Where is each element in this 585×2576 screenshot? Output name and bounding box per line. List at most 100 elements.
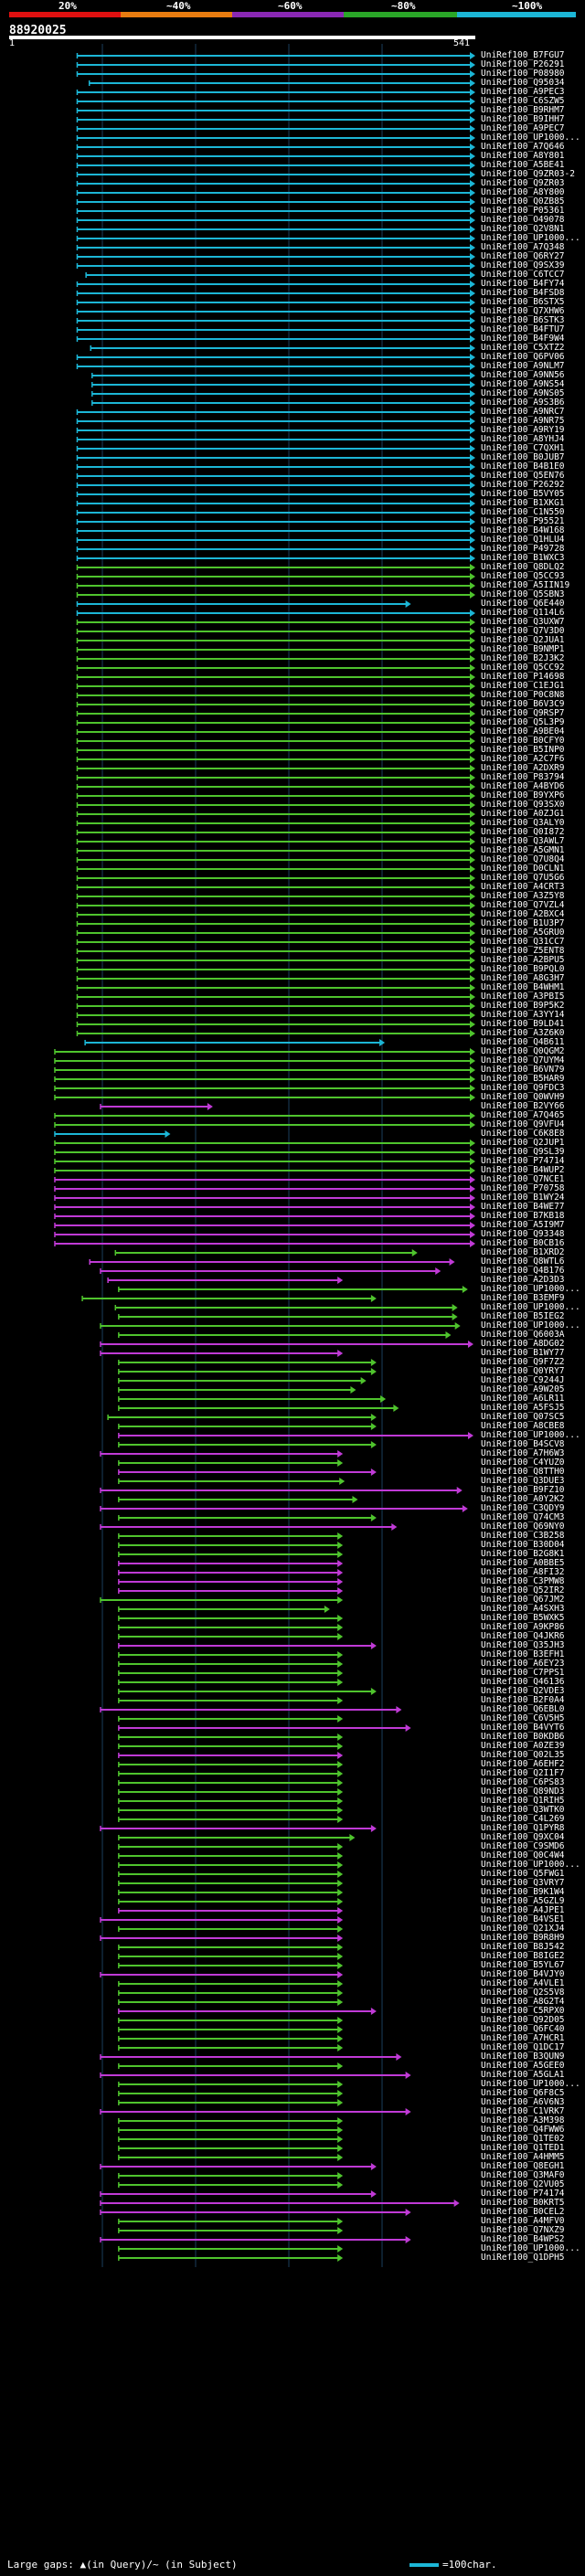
hit-row[interactable]: [118, 1286, 468, 1293]
hit-label[interactable]: UniRef100_Q07SC5: [481, 1412, 565, 1422]
hit-row[interactable]: [76, 938, 475, 946]
hit-row[interactable]: [118, 1925, 344, 1933]
hit-label[interactable]: UniRef100_A5IIN19: [481, 580, 570, 590]
hit-row[interactable]: [118, 2154, 344, 2161]
hit-label[interactable]: UniRef100_A9PEC7: [481, 123, 565, 133]
hit-row[interactable]: [89, 1258, 455, 1266]
hit-row[interactable]: [54, 1213, 475, 1220]
hit-label[interactable]: UniRef100_Q1HLU4: [481, 535, 565, 545]
hit-label[interactable]: UniRef100_Q52IR2: [481, 1585, 565, 1595]
hit-label[interactable]: UniRef100_Q7U5G6: [481, 873, 565, 883]
hit-label[interactable]: UniRef100_P95521: [481, 516, 565, 526]
hit-row[interactable]: [76, 52, 475, 59]
hit-row[interactable]: [118, 1624, 344, 1631]
hit-label[interactable]: UniRef100_Q89ND3: [481, 1786, 565, 1797]
hit-label[interactable]: UniRef100_B4VYT6: [481, 1723, 565, 1733]
hit-label[interactable]: UniRef100_A5GLA1: [481, 2070, 565, 2080]
hit-label[interactable]: UniRef100_B5HAR9: [481, 1074, 565, 1084]
hit-row[interactable]: [54, 1130, 171, 1138]
hit-label[interactable]: UniRef100_A0ZJG1: [481, 809, 565, 819]
hit-label[interactable]: UniRef100_A4CRT3: [481, 882, 565, 892]
hit-label[interactable]: UniRef100_A7Q465: [481, 1110, 565, 1120]
hit-row[interactable]: [118, 1743, 344, 1750]
hit-row[interactable]: [54, 1167, 475, 1174]
hit-label[interactable]: UniRef100_P08980: [481, 69, 565, 79]
hit-row[interactable]: [118, 1386, 356, 1394]
hit-row[interactable]: [118, 2181, 344, 2189]
hit-row[interactable]: [76, 134, 475, 142]
hit-label[interactable]: UniRef100_B4VSE1: [481, 1914, 565, 1924]
hit-label[interactable]: UniRef100_A9NRC7: [481, 407, 565, 417]
hit-row[interactable]: [118, 1761, 344, 1768]
hit-label[interactable]: UniRef100_B4WHM1: [481, 982, 565, 992]
hit-label[interactable]: UniRef100_B7KB18: [481, 1211, 565, 1221]
hit-label[interactable]: UniRef100_B9NMP1: [481, 644, 565, 654]
hit-row[interactable]: [76, 984, 475, 991]
hit-row[interactable]: [76, 555, 475, 562]
hit-row[interactable]: [76, 893, 475, 900]
hit-label[interactable]: UniRef100_B0KDB6: [481, 1732, 565, 1742]
hit-row[interactable]: [118, 1889, 344, 1896]
hit-row[interactable]: [76, 189, 475, 196]
hit-label[interactable]: UniRef100_A9BE04: [481, 726, 565, 737]
hit-label[interactable]: UniRef100_A8DG02: [481, 1339, 565, 1349]
hit-label[interactable]: UniRef100_B2G8K1: [481, 1549, 565, 1559]
hit-label[interactable]: UniRef100_Q7NXZ9: [481, 2225, 565, 2235]
hit-label[interactable]: UniRef100_Q5FWG1: [481, 1869, 565, 1879]
hit-row[interactable]: [118, 1816, 344, 1823]
hit-label[interactable]: UniRef100_Q67JM2: [481, 1595, 565, 1605]
hit-row[interactable]: [76, 728, 475, 736]
hit-label[interactable]: UniRef100_A7Q646: [481, 142, 565, 152]
hit-label[interactable]: UniRef100_B4B1E0: [481, 461, 565, 472]
hit-row[interactable]: [76, 801, 475, 809]
hit-row[interactable]: [76, 217, 475, 224]
hit-row[interactable]: [100, 1971, 344, 1978]
hit-row[interactable]: [76, 756, 475, 763]
hit-row[interactable]: [76, 171, 475, 178]
hit-label[interactable]: UniRef100_Q2JUA1: [481, 635, 565, 645]
hit-row[interactable]: [76, 408, 475, 416]
hit-label[interactable]: UniRef100_B9K1W4: [481, 1887, 565, 1897]
hit-label[interactable]: UniRef100_B4F9W4: [481, 334, 565, 344]
hit-label[interactable]: UniRef100_B4WE77: [481, 1202, 565, 1212]
hit-label[interactable]: UniRef100_Q2VU05: [481, 2179, 565, 2189]
hit-row[interactable]: [76, 491, 475, 498]
hit-label[interactable]: UniRef100_UP1000...: [481, 1302, 580, 1312]
hit-label[interactable]: UniRef100_A3Z6K0: [481, 1028, 565, 1038]
hit-row[interactable]: [118, 1660, 344, 1668]
hit-label[interactable]: UniRef100_Q7VZL4: [481, 900, 565, 910]
hit-row[interactable]: [76, 454, 475, 461]
hit-label[interactable]: UniRef100_P26292: [481, 480, 565, 490]
hit-row[interactable]: [76, 573, 475, 580]
hit-row[interactable]: [118, 1861, 344, 1869]
hit-label[interactable]: UniRef100_B2J3K2: [481, 653, 565, 663]
hit-label[interactable]: UniRef100_B5IEG2: [481, 1311, 565, 1321]
hit-label[interactable]: UniRef100_B9RHM7: [481, 105, 565, 115]
hit-row[interactable]: [81, 1295, 377, 1302]
hit-row[interactable]: [118, 1953, 344, 1960]
hit-row[interactable]: [76, 472, 475, 480]
hit-label[interactable]: UniRef100_Q2V8N1: [481, 224, 565, 234]
hit-label[interactable]: UniRef100_A6EY23: [481, 1659, 565, 1669]
hit-label[interactable]: UniRef100_Q46136: [481, 1677, 565, 1687]
hit-row[interactable]: [76, 637, 475, 644]
hit-row[interactable]: [118, 2017, 344, 2024]
hit-label[interactable]: UniRef100_B8IGE2: [481, 1951, 565, 1961]
hit-label[interactable]: UniRef100_O49078: [481, 215, 565, 225]
hit-row[interactable]: [118, 2062, 344, 2070]
hit-label[interactable]: UniRef100_B3QUN9: [481, 2051, 565, 2062]
hit-row[interactable]: [118, 1907, 344, 1914]
hit-row[interactable]: [54, 1185, 475, 1193]
hit-row[interactable]: [76, 673, 475, 681]
hit-row[interactable]: [76, 262, 475, 270]
hit-label[interactable]: UniRef100_Q6PV06: [481, 352, 565, 362]
hit-row[interactable]: [76, 719, 475, 726]
hit-row[interactable]: [118, 1496, 358, 1503]
hit-label[interactable]: UniRef100_Q95034: [481, 78, 565, 88]
hit-label[interactable]: UniRef100_A4VLE1: [481, 1978, 565, 1988]
hit-row[interactable]: [76, 792, 475, 800]
hit-row[interactable]: [100, 1267, 441, 1275]
hit-label[interactable]: UniRef100_P74714: [481, 1156, 565, 1166]
hit-label[interactable]: UniRef100_Q4JKR6: [481, 1631, 565, 1641]
hit-row[interactable]: [76, 710, 475, 717]
